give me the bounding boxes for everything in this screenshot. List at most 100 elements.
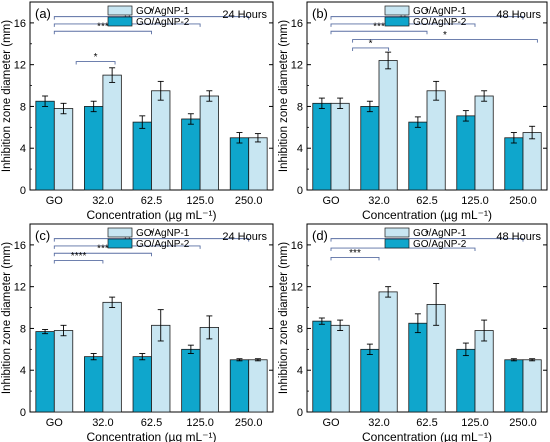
y-tick-label: 16 <box>14 18 26 30</box>
bar-agnp1 <box>199 326 219 413</box>
legend-label-agnp2: GO/AgNP-2 <box>136 239 190 250</box>
legend-label-agnp1: GO/AgNP-1 <box>136 6 190 17</box>
significance-bracket <box>352 39 538 43</box>
time-label: 24 Hours <box>222 231 267 243</box>
legend-label-agnp1: GO/AgNP-1 <box>413 228 467 239</box>
bar-agnp2 <box>312 102 332 191</box>
y-tick-label: 4 <box>20 365 26 377</box>
legend-swatch-agnp2 <box>384 238 410 249</box>
legend-label-agnp2: GO/AgNP-2 <box>413 17 467 28</box>
y-tick-label: 16 <box>291 18 303 30</box>
bar-agnp1 <box>474 95 494 191</box>
y-tick-label: 12 <box>14 60 26 72</box>
x-tick-label: 125.0 <box>461 195 489 207</box>
bar-agnp1 <box>102 74 122 191</box>
bar-agnp2 <box>456 115 476 191</box>
x-tick-label: 62.5 <box>416 417 437 429</box>
significance-label: *** <box>349 248 361 259</box>
legend-swatch-agnp1 <box>384 227 410 238</box>
legend-swatch-agnp2 <box>107 16 133 27</box>
x-tick-label: 125.0 <box>186 195 214 207</box>
bar-agnp1 <box>53 108 74 191</box>
legend-swatch-agnp1 <box>107 227 133 238</box>
x-tick-label: 62.5 <box>141 417 162 429</box>
bar-agnp1 <box>474 330 494 413</box>
significance-bracket <box>330 30 428 35</box>
significance-label: * <box>94 52 98 63</box>
bar-agnp1 <box>378 291 398 413</box>
significance-label: *** <box>97 22 109 33</box>
significance-bracket <box>330 16 524 20</box>
chart-panel-2: 0481216GO32.062.5125.0250.0********GO/Ag… <box>278 1 548 222</box>
bar-agnp2 <box>408 322 428 413</box>
bar-agnp1 <box>151 90 171 191</box>
bar-agnp1 <box>522 132 542 191</box>
significance-label: **** <box>71 251 87 262</box>
y-tick-label: 8 <box>297 101 303 113</box>
y-tick-label: 16 <box>291 240 303 252</box>
significance-bracket <box>53 252 152 257</box>
significance-bracket <box>330 256 380 261</box>
x-tick-label: 62.5 <box>416 195 437 207</box>
x-axis-label: Concentration (µg mL⁻¹) <box>87 430 217 442</box>
significance-label: * <box>425 229 429 240</box>
x-axis-label: Concentration (µg mL⁻¹) <box>362 430 492 442</box>
bar-agnp1 <box>53 330 74 413</box>
panel-label: (c) <box>35 228 50 243</box>
x-tick-label: GO <box>322 195 340 207</box>
x-tick-label: 32.0 <box>92 195 113 207</box>
significance-bracket <box>75 61 116 65</box>
panel-label: (a) <box>35 6 51 21</box>
bar-agnp1 <box>330 102 350 191</box>
x-tick-label: 125.0 <box>461 417 489 429</box>
x-tick-label: 250.0 <box>235 195 263 207</box>
y-axis-label: Inhibition zone diameter (mm) <box>278 242 290 394</box>
y-tick-label: 0 <box>297 407 303 419</box>
x-tick-label: 32.0 <box>368 195 389 207</box>
significance-bracket <box>53 16 250 20</box>
significance-label: * <box>443 30 447 41</box>
bar-agnp2 <box>229 137 250 191</box>
x-tick-label: 32.0 <box>92 417 113 429</box>
bar-agnp1 <box>426 90 446 191</box>
bar-agnp2 <box>35 331 55 413</box>
bar-agnp1 <box>199 95 219 191</box>
bar-agnp2 <box>360 348 380 413</box>
bar-agnp2 <box>132 356 152 413</box>
significance-bracket <box>352 47 390 51</box>
chart-panel-1: 0481216GO32.062.5125.0250.0*******GO/AgN… <box>1 1 274 222</box>
significance-label: * <box>150 229 154 240</box>
time-label: 48 Hours <box>496 231 541 243</box>
significance-label: * <box>150 7 154 18</box>
bar-agnp2 <box>504 359 524 413</box>
bar-agnp2 <box>181 118 201 191</box>
bar-agnp2 <box>456 348 476 413</box>
y-tick-label: 0 <box>20 407 26 419</box>
panel-label: (d) <box>312 228 328 243</box>
bar-agnp2 <box>229 359 250 413</box>
bar-agnp2 <box>181 348 201 413</box>
x-tick-label: GO <box>322 417 340 429</box>
bar-agnp2 <box>360 106 380 191</box>
legend-swatch-agnp2 <box>107 238 133 249</box>
significance-label: * <box>425 7 429 18</box>
y-tick-label: 0 <box>20 185 26 197</box>
bar-agnp1 <box>378 60 398 191</box>
legend-swatch-agnp1 <box>384 5 410 16</box>
significance-bracket <box>53 238 250 242</box>
x-tick-label: 250.0 <box>509 195 537 207</box>
bar-agnp2 <box>504 137 524 191</box>
panel-label: (b) <box>312 6 328 21</box>
bar-agnp2 <box>84 106 104 191</box>
x-axis-label: Concentration (µg mL⁻¹) <box>362 208 492 222</box>
chart-panel-3: 0481216GO32.062.5125.0250.0**********GO/… <box>1 223 274 442</box>
y-axis-label: Inhibition zone diameter (mm) <box>278 20 290 172</box>
legend-label-agnp2: GO/AgNP-2 <box>413 239 467 250</box>
y-tick-label: 8 <box>20 323 26 335</box>
bar-agnp2 <box>84 356 104 413</box>
y-tick-label: 12 <box>291 60 303 72</box>
time-label: 24 Hours <box>222 9 267 21</box>
x-tick-label: GO <box>46 417 64 429</box>
significance-label: *** <box>373 22 385 33</box>
significance-bracket <box>53 30 152 35</box>
